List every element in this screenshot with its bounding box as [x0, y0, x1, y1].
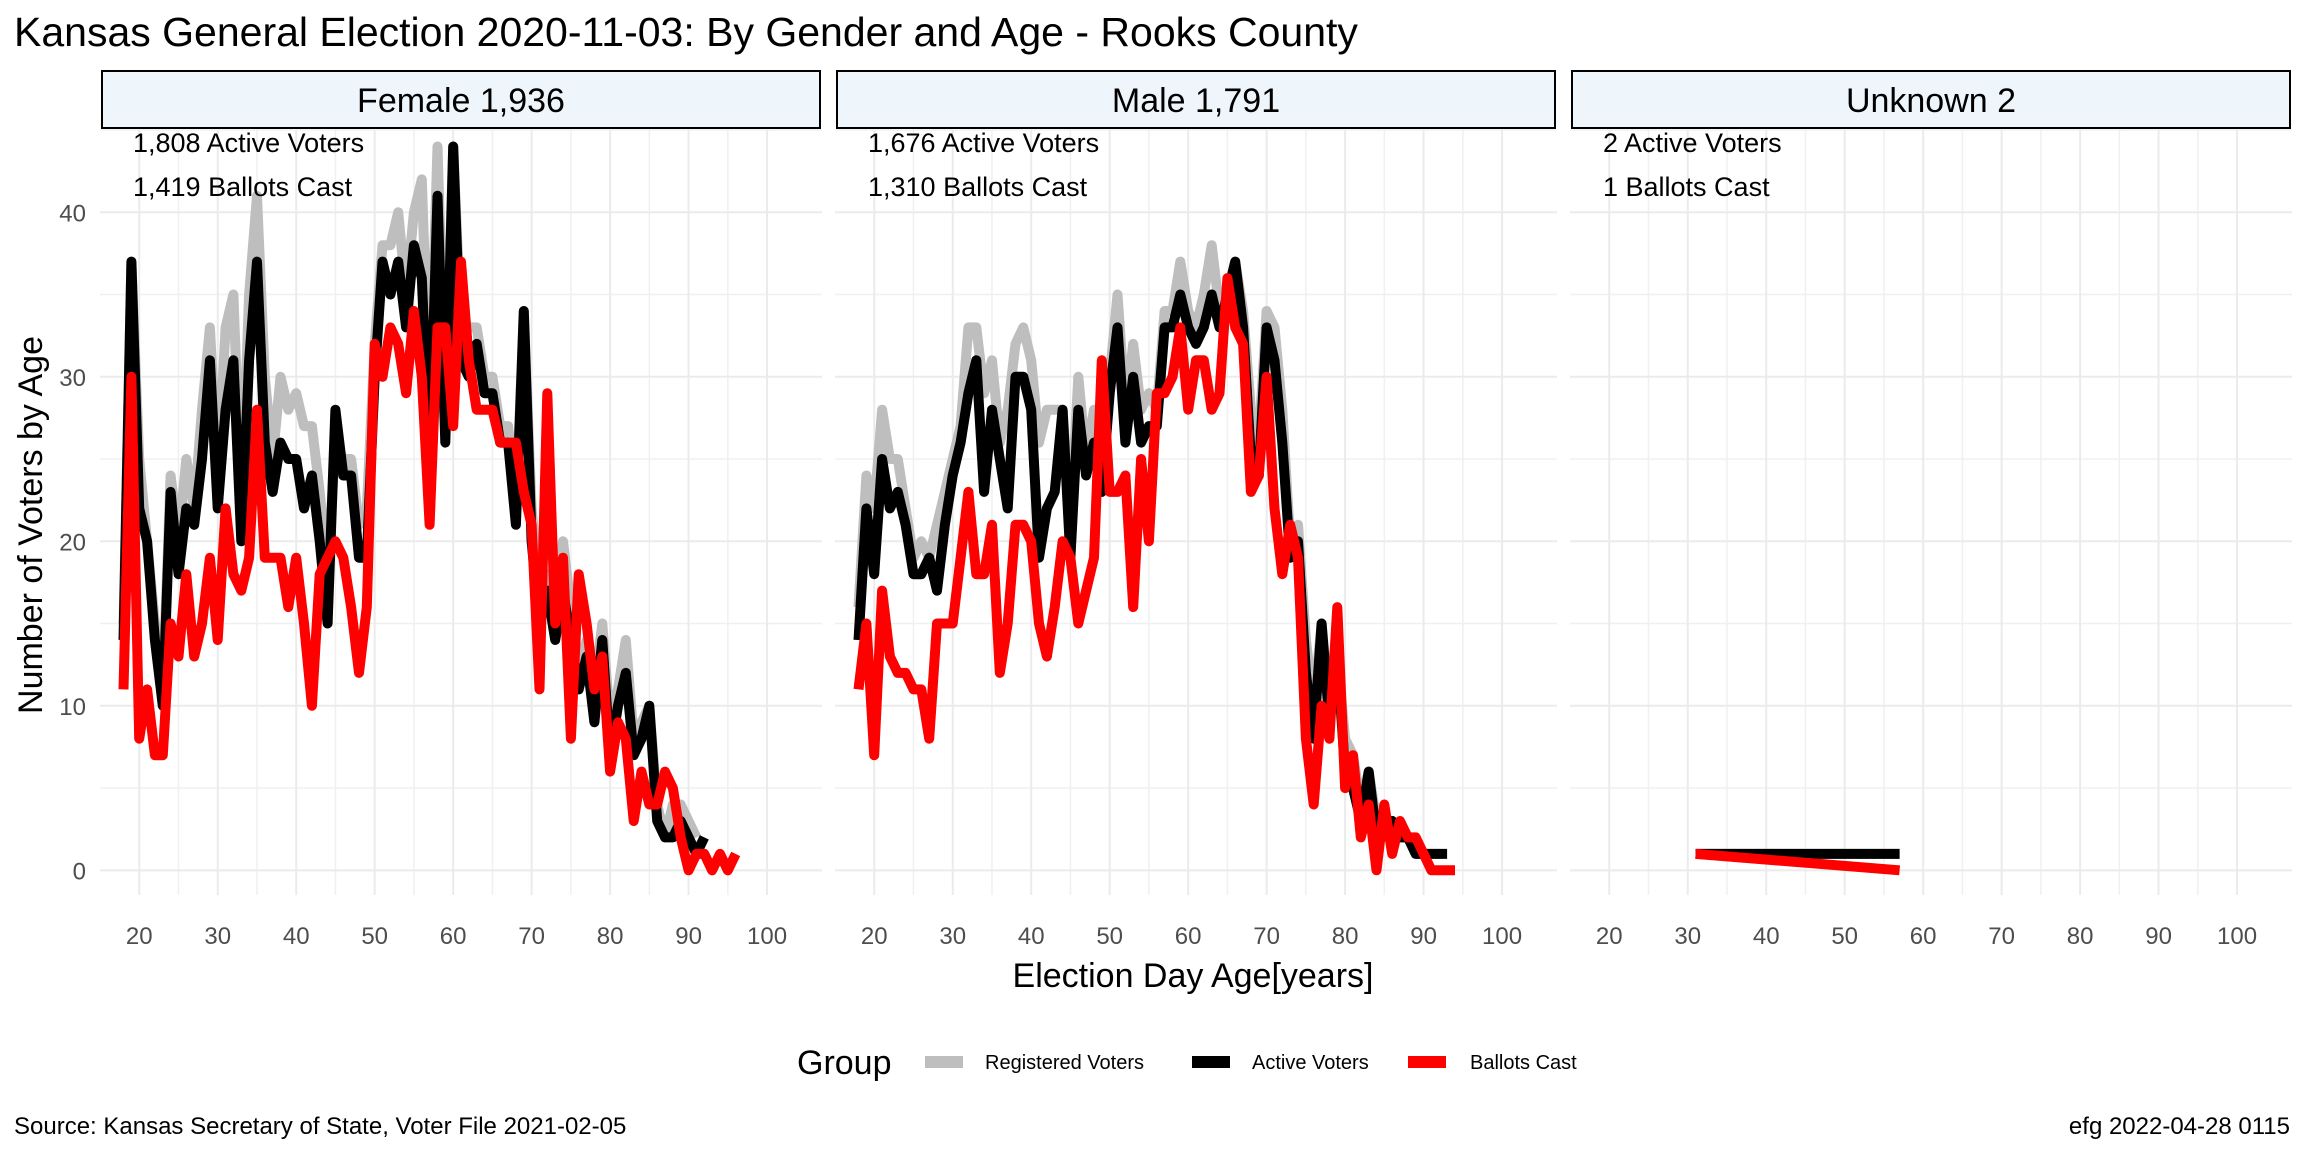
x-tick-label: 80 [1332, 923, 1359, 950]
series-line-ballots-cast [118, 256, 741, 876]
facet-panel-3: Unknown 2 20 30 40 50 60 70 80 90 100 2 Active Vot… [1570, 70, 2292, 950]
x-tick-label: 20 [861, 923, 888, 950]
x-tick-label: 70 [1253, 923, 1280, 950]
facet-strip-label: Unknown 2 [1846, 82, 2016, 120]
panel-annotation: 1,676 Active Voters [868, 128, 1099, 158]
facet-strip [836, 70, 1556, 129]
panel-annotation: 1,310 Ballots Cast [868, 172, 1088, 202]
facet-strip [1571, 70, 2291, 129]
series-line-ballots-cast [853, 273, 1455, 876]
panel-annotation: 1,419 Ballots Cast [133, 172, 353, 202]
x-tick-label: 80 [2067, 923, 2094, 950]
x-tick-label: 100 [2217, 923, 2257, 950]
x-tick-label: 30 [939, 923, 966, 950]
legend: Group Registered Voters Active Voters Ba… [797, 1044, 1577, 1082]
x-tick-label: 20 [126, 923, 153, 950]
x-tick-label: 30 [204, 923, 231, 950]
x-tick-label: 40 [283, 923, 310, 950]
x-tick-label: 50 [1831, 923, 1858, 950]
x-tick-label: 60 [1910, 923, 1937, 950]
facet-strip [101, 70, 821, 129]
facet-panel-2: Male 1,791 20 30 40 50 60 70 80 90 100 1,676 Activ… [835, 70, 1557, 950]
y-tick-label: 30 [59, 365, 86, 392]
x-tick-label: 40 [1018, 923, 1045, 950]
legend-label-ballots: Ballots Cast [1470, 1052, 1577, 1074]
x-tick-label: 100 [1482, 923, 1522, 950]
x-tick-label: 60 [440, 923, 467, 950]
x-tick-label: 30 [1674, 923, 1701, 950]
y-axis-title: Number of Voters by Age [12, 336, 50, 714]
y-tick-label: 20 [59, 529, 86, 556]
panel-annotation: 1,808 Active Voters [133, 128, 364, 158]
y-tick-label: 0 [73, 858, 86, 885]
x-tick-label: 90 [1410, 923, 1437, 950]
legend-title: Group [797, 1044, 892, 1082]
chart-title: Kansas General Election 2020-11-03: By G… [14, 9, 1358, 55]
x-tick-label: 40 [1753, 923, 1780, 950]
panel-annotation: 1 Ballots Cast [1603, 172, 1770, 202]
x-tick-label: 90 [675, 923, 702, 950]
x-tick-label: 50 [1096, 923, 1123, 950]
x-axis-title: Election Day Age[years] [1013, 957, 1374, 995]
facet-panel-1: Female 1,936 20 30 40 50 60 70 80 90 100 0 10 20 30 40… [59, 70, 822, 950]
facet-strip-label: Male 1,791 [1112, 82, 1280, 120]
x-tick-label: 70 [518, 923, 545, 950]
x-tick-label: 80 [597, 923, 624, 950]
legend-label-registered: Registered Voters [985, 1052, 1144, 1074]
caption-source: Source: Kansas Secretary of State, Voter… [14, 1113, 626, 1140]
x-tick-label: 20 [1596, 923, 1623, 950]
facet-panels: Female 1,936 20 30 40 50 60 70 80 90 100 0 10 20 30 40… [59, 70, 2292, 950]
series-line-ballots-cast [1695, 848, 1901, 876]
x-tick-label: 90 [2145, 923, 2172, 950]
caption-credit: efg 2022-04-28 0115 [2069, 1113, 2290, 1140]
x-tick-label: 70 [1988, 923, 2015, 950]
x-tick-label: 50 [361, 923, 388, 950]
y-tick-label: 10 [59, 694, 86, 721]
x-tick-label: 60 [1175, 923, 1202, 950]
facet-strip-label: Female 1,936 [357, 82, 565, 120]
legend-label-active: Active Voters [1252, 1052, 1369, 1074]
y-tick-label: 40 [59, 200, 86, 227]
panel-annotation: 2 Active Voters [1603, 128, 1782, 158]
x-tick-label: 100 [747, 923, 787, 950]
